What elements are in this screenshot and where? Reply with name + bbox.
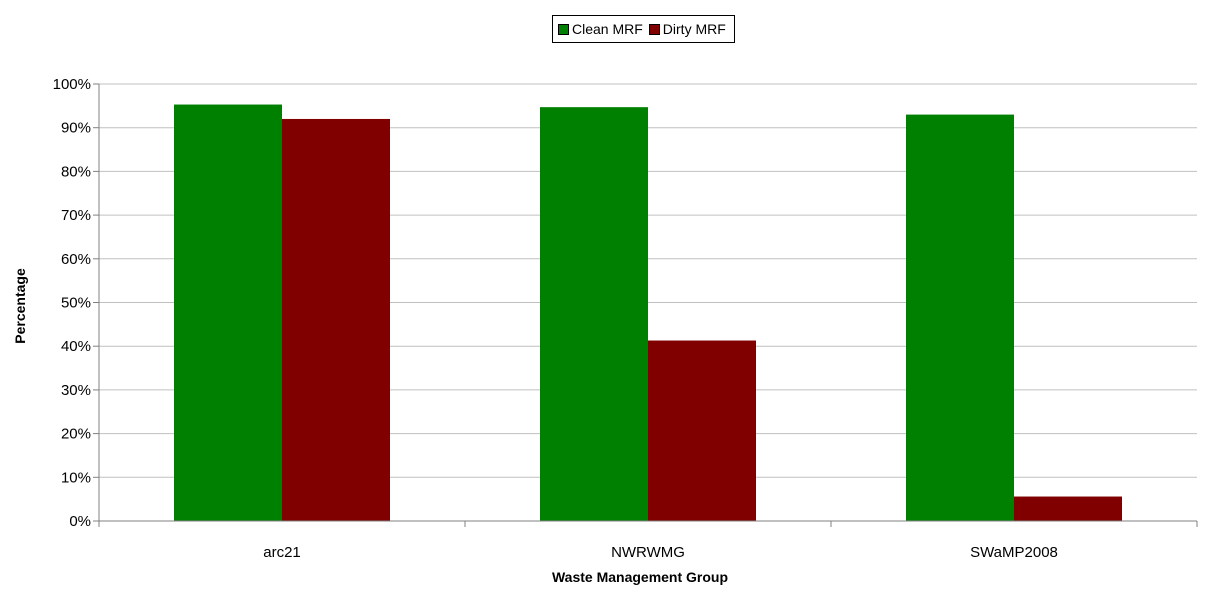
- legend-label-dirty-mrf: Dirty MRF: [662, 21, 726, 37]
- y-tick-labels: 0% 10% 20% 30% 40% 50% 60% 70% 80% 90% 100%: [53, 76, 91, 530]
- y-tick-label: 10%: [61, 469, 91, 486]
- y-tick-label: 80%: [61, 163, 91, 180]
- legend-item-clean-mrf: Clean MRF: [558, 21, 643, 37]
- x-tick-labels: arc21 NWRWMG SWaMP2008: [263, 544, 1058, 561]
- x-tick-label: NWRWMG: [611, 544, 685, 561]
- axes: [93, 83, 1198, 527]
- bar-dirty-mrf-arc21: [282, 118, 390, 522]
- y-tick-label: 0%: [69, 513, 91, 530]
- bar-clean-mrf-swamp2008: [906, 114, 1014, 521]
- legend-swatch-clean-mrf: [558, 23, 569, 35]
- x-tick-label: arc21: [263, 544, 301, 561]
- y-tick-label: 90%: [61, 120, 91, 137]
- legend-label-clean-mrf: Clean MRF: [572, 21, 643, 37]
- x-axis-title: Waste Management Group: [551, 569, 729, 585]
- x-tick-label: SWaMP2008: [970, 544, 1058, 561]
- legend-item-dirty-mrf: Dirty MRF: [648, 21, 726, 37]
- bar-dirty-mrf-swamp2008: [1014, 496, 1122, 521]
- y-tick-label: 20%: [61, 426, 91, 443]
- y-tick-label: 60%: [61, 251, 91, 268]
- y-tick-label: 100%: [53, 76, 91, 93]
- y-tick-label: 30%: [61, 382, 91, 399]
- y-tick-label: 70%: [61, 207, 91, 224]
- y-tick-label: 40%: [61, 338, 91, 355]
- legend-swatch-dirty-mrf: [648, 23, 660, 35]
- bar-clean-mrf-nwrwmg: [540, 107, 648, 521]
- legend: Clean MRF Dirty MRF: [552, 15, 735, 43]
- y-tick-label: 50%: [61, 295, 91, 312]
- bar-dirty-mrf-nwrwmg: [648, 340, 756, 521]
- bars: [174, 104, 1122, 522]
- y-axis-title: Percentage: [12, 268, 28, 344]
- bar-clean-mrf-arc21: [174, 104, 282, 521]
